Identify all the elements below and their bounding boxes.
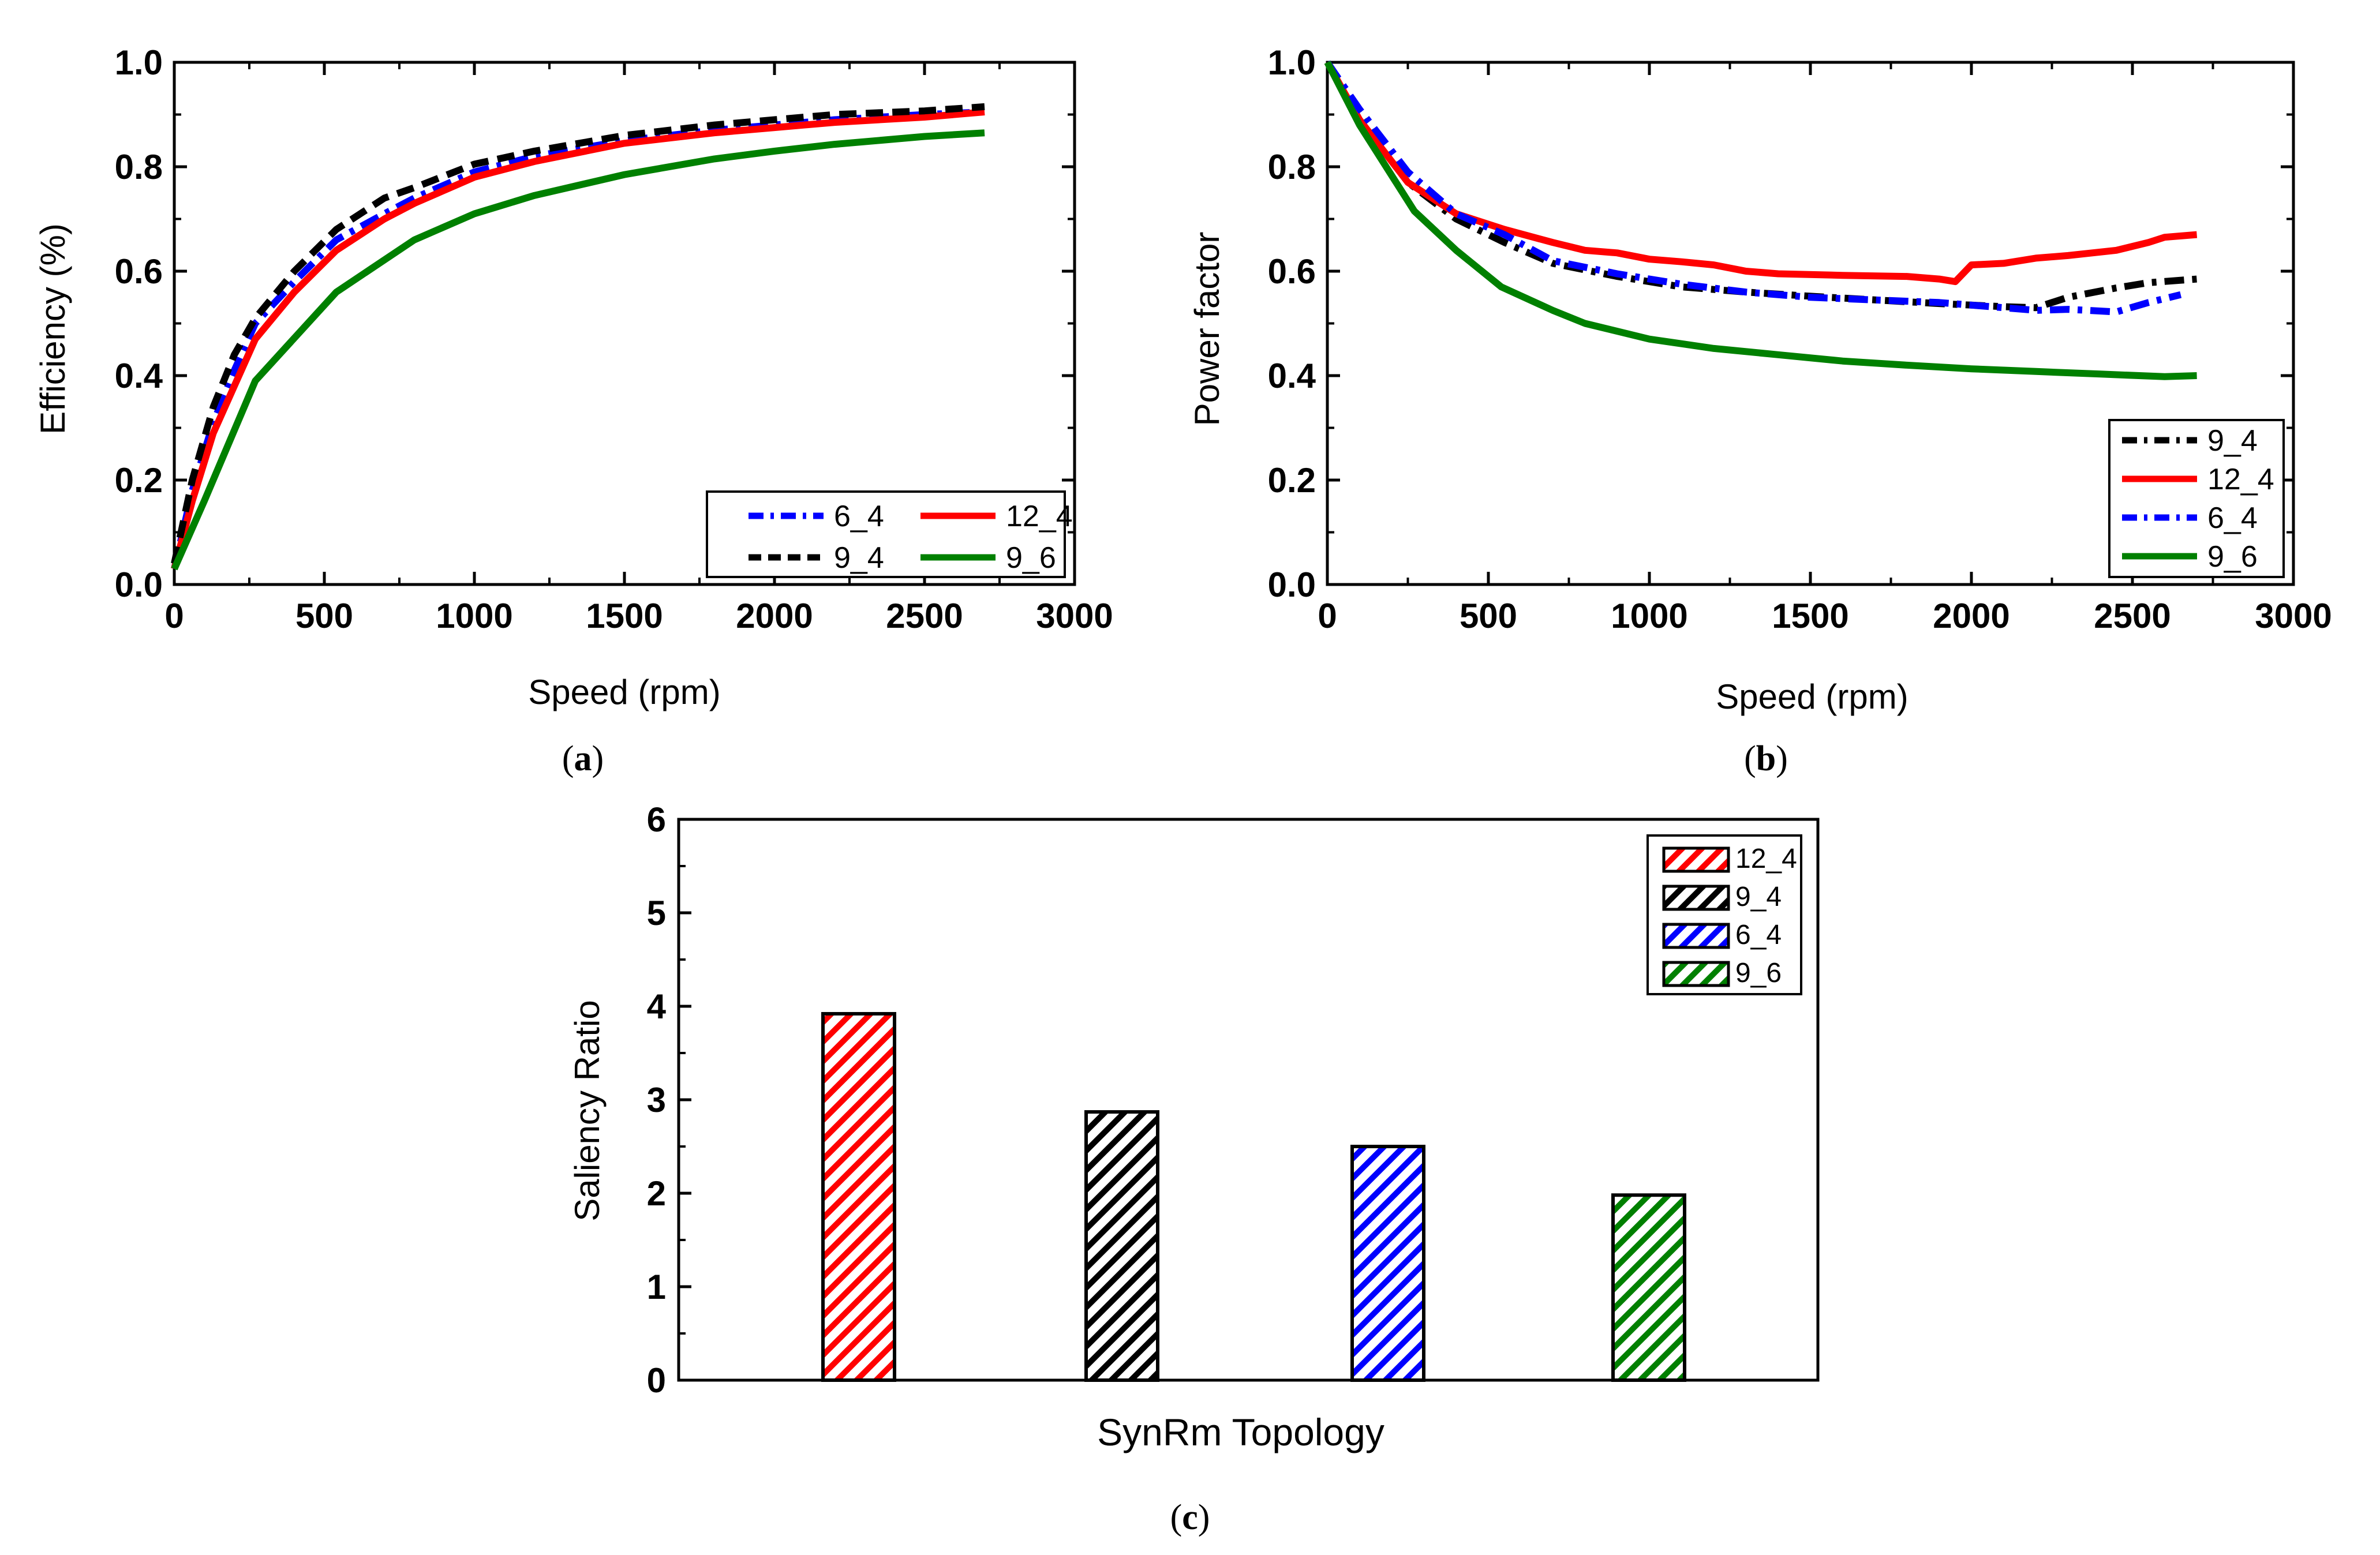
- efficiency-series-12-4: [171, 108, 985, 570]
- power-factor-y-tick-label: 0.8: [1268, 148, 1316, 186]
- efficiency-y-tick-label: 0.0: [115, 565, 163, 604]
- power-factor-chart: 0 500 1000 1500 2000 2500 3000 0.0 0.2 0.4 0.6 0.8 1…: [1188, 43, 2332, 778]
- saliency-y-tick-label: 4: [647, 987, 667, 1026]
- saliency-legend-swatch-12-4: [1662, 846, 1730, 873]
- power-factor-legend-label-9-6: 9_6: [2207, 540, 2258, 574]
- saliency-y-tick-label: 0: [647, 1361, 666, 1400]
- saliency-bar-12-4: [821, 1011, 896, 1382]
- power-factor-y-tick-label: 0.6: [1268, 252, 1316, 291]
- power-factor-y-axis-label: Power factor: [1188, 232, 1226, 426]
- efficiency-x-tick-label: 3000: [1036, 597, 1113, 635]
- power-factor-series-9-6: [1324, 61, 2197, 380]
- power-factor-x-tick-label: 1000: [1611, 597, 1687, 635]
- saliency-legend-swatch-6-4: [1662, 923, 1730, 949]
- saliency-y-tick-label: 6: [647, 800, 666, 839]
- power-factor-x-tick-label: 0: [1318, 597, 1337, 635]
- saliency-legend-label-6-4: 6_4: [1735, 920, 1782, 950]
- efficiency-x-tick-label: 1500: [586, 597, 663, 635]
- power-factor-x-tick-label: 500: [1460, 597, 1517, 635]
- panel-b-caption: (b): [1744, 739, 1788, 778]
- efficiency-y-tick-label: 0.2: [115, 461, 163, 500]
- power-factor-legend-box: [2108, 419, 2285, 578]
- saliency-legend-swatch-9-4: [1662, 885, 1730, 911]
- panel-c-caption: (c): [1170, 1498, 1210, 1537]
- power-factor-legend-label-6-4: 6_4: [2207, 501, 2258, 535]
- efficiency-y-axis-label: Efficiency (%): [33, 223, 72, 434]
- efficiency-legend-box: [706, 490, 1066, 578]
- power-factor-y-tick-label: 0.0: [1268, 565, 1316, 604]
- saliency-y-tick-label: 3: [647, 1081, 666, 1119]
- efficiency-x-tick-label: 2000: [736, 597, 813, 635]
- power-factor-legend-label-9-4: 9_4: [2207, 424, 2258, 458]
- saliency-bar-6-4: [1350, 1145, 1425, 1382]
- efficiency-x-axis-label: Speed (rpm): [528, 673, 720, 711]
- saliency-legend-label-9-4: 9_4: [1735, 882, 1782, 912]
- efficiency-series-9-4: [171, 103, 985, 565]
- power-factor-x-tick-label: 2500: [2094, 597, 2171, 635]
- panel-a-caption: (a): [562, 739, 604, 778]
- power-factor-legend-label-12-4: 12_4: [2207, 463, 2274, 496]
- efficiency-x-tick-label: 1000: [436, 597, 512, 635]
- efficiency-legend-label-12-4: 12_4: [1006, 500, 1073, 533]
- efficiency-chart: 0 500 1000 1500 2000 2500 3000 0.0 0.2 0.4 0.6 0.8 1…: [33, 43, 1113, 778]
- efficiency-legend-label-6-4: 6_4: [834, 500, 884, 533]
- saliency-legend-label-9-6: 9_6: [1735, 958, 1782, 988]
- saliency-legend-label-12-4: 12_4: [1735, 844, 1797, 874]
- power-factor-x-axis-label: Speed (rpm): [1716, 677, 1908, 716]
- saliency-ratio-chart: 0 1 2 3 4 5 6 12_4 9_4 6_4 9_6 SynRm Topology Sali…: [568, 800, 1820, 1537]
- saliency-y-tick-label: 5: [647, 894, 666, 932]
- power-factor-series-6-4: [1324, 60, 2182, 316]
- power-factor-y-tick-label: 0.2: [1268, 461, 1316, 500]
- power-factor-y-tick-label: 0.4: [1268, 357, 1316, 395]
- saliency-legend-swatch-9-6: [1662, 961, 1730, 987]
- efficiency-legend-label-9-6: 9_6: [1006, 541, 1056, 575]
- efficiency-y-tick-label: 0.6: [115, 252, 163, 291]
- efficiency-y-tick-label: 1.0: [115, 43, 163, 82]
- efficiency-plot-area: 0 500 1000 1500 2000 2500 3000 0.0 0.2 0.4 0.6 0.8 1…: [115, 43, 1113, 635]
- efficiency-y-tick-label: 0.4: [115, 357, 163, 395]
- panel-b-letter: b: [1756, 739, 1776, 778]
- saliency-y-axis-label: Saliency Ratio: [568, 1000, 607, 1221]
- power-factor-x-tick-label: 3000: [2255, 597, 2332, 635]
- saliency-x-axis-label: SynRm Topology: [1097, 1411, 1384, 1453]
- power-factor-series-12-4: [1324, 61, 2198, 286]
- saliency-y-tick-label: 2: [647, 1174, 666, 1213]
- efficiency-series-9-6: [171, 129, 985, 571]
- power-factor-x-tick-label: 2000: [1933, 597, 2009, 635]
- power-factor-x-tick-label: 1500: [1772, 597, 1848, 635]
- saliency-plot-area: 0 1 2 3 4 5 6 12_4 9_4 6_4 9_6: [647, 800, 1820, 1400]
- efficiency-legend-label-9-4: 9_4: [834, 541, 884, 575]
- saliency-bar-9-6: [1611, 1193, 1686, 1382]
- efficiency-x-tick-label: 2500: [886, 597, 963, 635]
- panel-a-letter: a: [574, 739, 592, 778]
- efficiency-x-tick-label: 500: [295, 597, 353, 635]
- power-factor-plot-area: 0 500 1000 1500 2000 2500 3000 0.0 0.2 0.4 0.6 0.8 1…: [1268, 43, 2332, 635]
- saliency-y-tick-label: 1: [647, 1268, 666, 1306]
- efficiency-y-tick-label: 0.8: [115, 148, 163, 186]
- efficiency-x-tick-label: 0: [164, 597, 184, 635]
- power-factor-y-tick-label: 1.0: [1268, 43, 1316, 82]
- saliency-bar-9-4: [1084, 1110, 1159, 1382]
- panel-c-letter: c: [1182, 1498, 1198, 1537]
